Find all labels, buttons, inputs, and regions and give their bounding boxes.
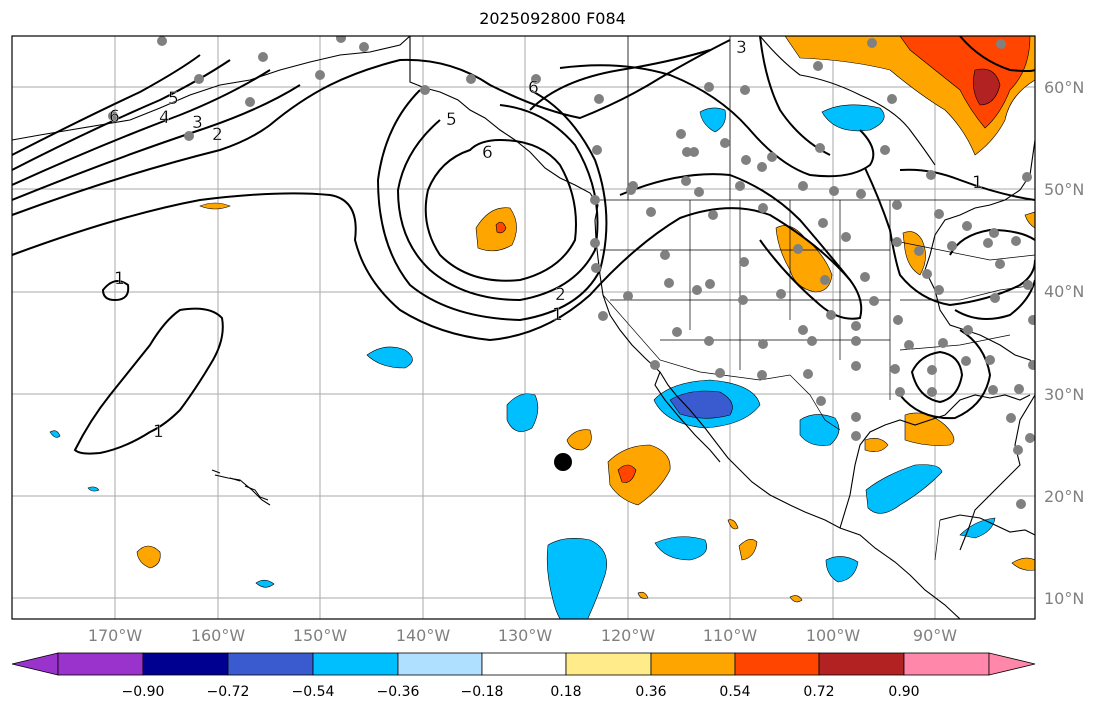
- lon-label: 170°W: [87, 626, 143, 645]
- lat-label: 20°N: [1044, 487, 1085, 506]
- shaded-fields: [49, 36, 1035, 619]
- contour-label: 1: [552, 305, 563, 325]
- colorbar-tick-label: 0.90: [888, 684, 920, 700]
- contour-label: 1: [972, 173, 983, 193]
- lat-label: 10°N: [1044, 589, 1085, 608]
- hawaii-islands: [211, 469, 269, 501]
- colorbar-arrow-high: [988, 652, 1036, 676]
- lon-label: 100°W: [805, 626, 861, 645]
- contours: [12, 36, 1035, 455]
- lon-label: 140°W: [395, 626, 451, 645]
- contour-label: 1: [114, 269, 125, 289]
- contour-label: 6: [482, 143, 493, 163]
- contour-label: 2: [212, 125, 223, 145]
- contour-label: 6: [528, 78, 539, 98]
- lon-label: 150°W: [292, 626, 348, 645]
- colorbar-tick-label: 0.72: [803, 684, 835, 700]
- colorbar-arrow-low: [11, 652, 59, 676]
- colorbar-tick-label: 0.54: [719, 684, 751, 700]
- coastlines: [12, 36, 1035, 619]
- station-markers: [108, 36, 1035, 509]
- lon-label: 110°W: [702, 626, 758, 645]
- lon-label: 160°W: [190, 626, 246, 645]
- lon-label: 130°W: [497, 626, 553, 645]
- colorbar-tick-label: −0.54: [291, 684, 335, 700]
- lat-label: 40°N: [1044, 282, 1085, 301]
- colorbar-tick-label: −0.18: [460, 684, 504, 700]
- lat-label: 30°N: [1044, 385, 1085, 404]
- political-borders: [600, 36, 1035, 561]
- map-frame: [11, 35, 1036, 620]
- colorbar-tick-label: −0.36: [376, 684, 420, 700]
- colorbar-tick-label: −0.72: [206, 684, 250, 700]
- contour-label: 3: [192, 113, 203, 133]
- contour-label: 1: [153, 422, 164, 442]
- lon-label: 120°W: [600, 626, 656, 645]
- contour-label: 6: [109, 107, 120, 127]
- contour-label: 4: [159, 108, 170, 128]
- lat-label: 60°N: [1044, 78, 1085, 97]
- contour-label: 5: [446, 110, 457, 130]
- lat-label: 50°N: [1044, 180, 1085, 199]
- contour-labels: 1 1 1 2 1 2 3 3 4 5 5 6 6 6: [109, 38, 983, 442]
- storm-center-marker: [554, 453, 572, 471]
- graticule: [12, 36, 1035, 619]
- contour-label: 2: [555, 285, 566, 305]
- map-area: [12, 36, 1035, 619]
- colorbar-tick-label: 0.18: [550, 684, 582, 700]
- colorbar-tick-label: −0.90: [121, 684, 165, 700]
- colorbar-tick-label: 0.36: [635, 684, 667, 700]
- lon-label: 90°W: [912, 626, 958, 645]
- colorbar: [11, 652, 1036, 676]
- contour-label: 5: [168, 89, 179, 109]
- contour-label: 3: [736, 38, 747, 58]
- map-title: 2025092800 F084: [479, 9, 626, 28]
